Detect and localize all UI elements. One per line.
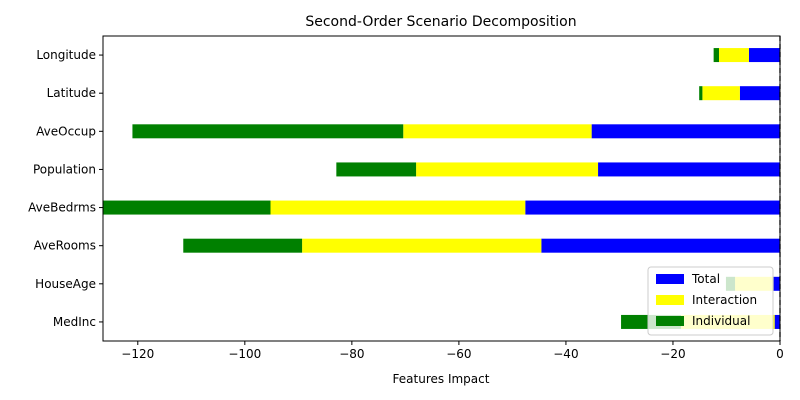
- legend-swatch-total: [656, 274, 684, 284]
- bar-individual-population: [336, 162, 417, 177]
- legend-label-total: Total: [691, 272, 720, 286]
- bar-interaction-latitude: [702, 86, 740, 101]
- y-tick-label: AveBedrms: [28, 201, 96, 215]
- bar-individual-aveoccup: [132, 124, 404, 139]
- bar-interaction-averooms: [302, 238, 542, 253]
- bar-interaction-avebedrms: [270, 200, 526, 215]
- bar-individual-averooms: [183, 238, 303, 253]
- bar-total-population: [598, 162, 780, 177]
- x-tick-label: −100: [228, 347, 261, 361]
- bar-total-latitude: [739, 86, 780, 101]
- y-axis: MedInc HouseAge AveRooms AveBedrms Populatio…: [28, 48, 103, 329]
- y-tick-label: AveOccup: [36, 124, 96, 138]
- x-axis-label: Features Impact: [393, 372, 490, 386]
- x-tick-label: −40: [553, 347, 578, 361]
- bar-interaction-aveoccup: [403, 124, 592, 139]
- legend-label-individual: Individual: [692, 314, 750, 328]
- legend: Total Interaction Individual: [647, 266, 774, 336]
- y-tick-label: Longitude: [36, 48, 96, 62]
- bar-individual-avebedrms: [102, 200, 271, 215]
- x-tick-label: −120: [121, 347, 154, 361]
- plot-frame: [102, 35, 781, 342]
- bar-total-longitude: [748, 48, 780, 63]
- bar-interaction-population: [416, 162, 599, 177]
- x-tick-label: −80: [339, 347, 364, 361]
- bar-total-aveoccup: [591, 124, 780, 139]
- bar-individual-latitude: [699, 86, 703, 101]
- y-tick-label: AveRooms: [34, 239, 96, 253]
- bar-interaction-longitude: [718, 48, 749, 63]
- bar-total-avebedrms: [525, 200, 780, 215]
- x-tick-label: −60: [446, 347, 471, 361]
- bar-total-averooms: [541, 238, 780, 253]
- y-tick-label: Latitude: [47, 86, 96, 100]
- x-tick-label: −20: [660, 347, 685, 361]
- bar-individual-longitude: [713, 48, 719, 63]
- legend-swatch-interaction: [656, 295, 684, 305]
- y-tick-label: MedInc: [53, 315, 96, 329]
- y-tick-label: HouseAge: [35, 277, 96, 291]
- legend-label-interaction: Interaction: [692, 293, 757, 307]
- y-tick-label: Population: [33, 162, 96, 176]
- bar-total-medinc: [774, 314, 780, 329]
- legend-swatch-individual: [656, 316, 684, 326]
- chart-title: Second-Order Scenario Decomposition: [305, 14, 576, 30]
- bar-total-houseage: [773, 276, 780, 291]
- x-tick-label: 0: [776, 347, 784, 361]
- x-axis: −120 −100 −80 −60 −40 −20 0: [121, 341, 784, 361]
